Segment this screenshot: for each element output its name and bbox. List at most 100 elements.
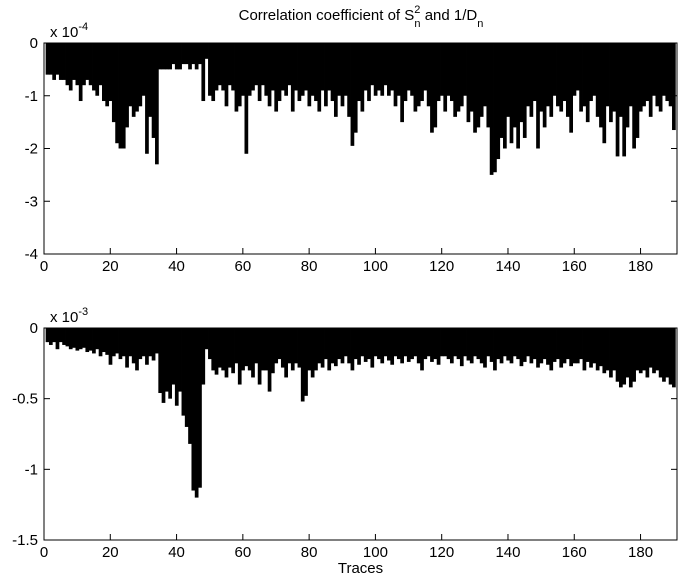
bar	[350, 328, 355, 371]
bar	[572, 328, 577, 364]
bar	[92, 43, 96, 91]
x-tick-label: 0	[40, 544, 48, 561]
bar	[592, 43, 597, 96]
bar	[148, 328, 153, 357]
bar	[665, 43, 670, 102]
bar	[92, 328, 96, 354]
bar	[327, 43, 332, 91]
bar	[208, 328, 212, 360]
bar	[198, 328, 202, 488]
bar	[453, 43, 458, 117]
bar	[65, 43, 70, 86]
bar	[456, 43, 461, 112]
bar	[105, 43, 110, 107]
bar	[638, 328, 643, 374]
x-tick-label: 160	[562, 544, 587, 561]
x-tick-label: 100	[363, 544, 388, 561]
bar	[267, 328, 272, 392]
bar	[449, 328, 454, 364]
bar	[78, 328, 83, 350]
bar	[406, 328, 411, 362]
x-tick-label: 180	[628, 258, 653, 275]
bar	[436, 328, 441, 365]
bar	[589, 43, 593, 102]
x-tick-label: 0	[40, 258, 48, 275]
bar	[188, 328, 192, 444]
bar	[244, 43, 249, 154]
bar	[628, 328, 633, 388]
bar	[244, 328, 249, 367]
bar	[430, 43, 434, 133]
bar	[125, 43, 129, 128]
bar	[158, 328, 163, 394]
title-text: Correlation coefficient of S	[239, 7, 415, 24]
bar	[138, 43, 143, 107]
bar	[628, 43, 633, 107]
bar	[469, 43, 474, 112]
bar	[201, 328, 206, 385]
bar	[135, 43, 139, 112]
bar	[141, 43, 146, 96]
bar	[599, 43, 603, 128]
bar	[652, 328, 656, 374]
bar	[562, 328, 567, 364]
bar	[343, 328, 348, 357]
bar	[413, 328, 418, 357]
bar	[446, 43, 451, 96]
bar	[294, 43, 298, 91]
bar	[75, 328, 80, 351]
bar	[440, 328, 444, 357]
bar	[271, 43, 275, 91]
y-tick-label: -3	[25, 193, 38, 210]
bar	[304, 328, 308, 396]
bar	[599, 328, 603, 367]
bar	[75, 43, 80, 86]
bar	[158, 43, 163, 70]
bar	[72, 328, 76, 348]
bar	[155, 43, 159, 165]
bar	[115, 328, 119, 354]
bar	[357, 328, 361, 365]
bar	[489, 43, 494, 175]
bar	[410, 43, 414, 96]
bar	[426, 43, 431, 107]
bar	[72, 43, 76, 80]
bar	[241, 43, 245, 96]
bar	[111, 43, 116, 123]
bar	[231, 328, 235, 374]
bar	[178, 43, 182, 70]
bar	[234, 328, 239, 364]
bar	[506, 328, 511, 361]
x-tick-label: 40	[168, 258, 185, 275]
bar	[221, 328, 226, 371]
bar	[274, 328, 279, 364]
bar	[320, 43, 325, 91]
bar	[526, 43, 530, 107]
bar	[529, 328, 534, 364]
bar	[648, 328, 653, 368]
bar	[131, 328, 136, 364]
bar	[224, 328, 229, 378]
bar	[446, 328, 451, 360]
bar	[672, 43, 676, 131]
bar	[509, 328, 514, 364]
bar	[68, 43, 73, 91]
bar	[287, 43, 292, 86]
bar	[416, 43, 421, 107]
bar	[476, 43, 481, 128]
bar	[221, 43, 226, 91]
bar	[211, 43, 216, 102]
bar	[155, 328, 159, 354]
bar	[214, 43, 219, 91]
bar	[164, 43, 169, 70]
bar	[363, 328, 368, 362]
bar	[317, 43, 322, 112]
bar	[121, 43, 126, 149]
bar	[602, 328, 607, 374]
bar	[343, 43, 348, 96]
bar	[128, 43, 133, 107]
bar	[440, 43, 444, 96]
bar	[463, 328, 467, 357]
bar	[582, 43, 587, 107]
bar	[184, 328, 189, 427]
